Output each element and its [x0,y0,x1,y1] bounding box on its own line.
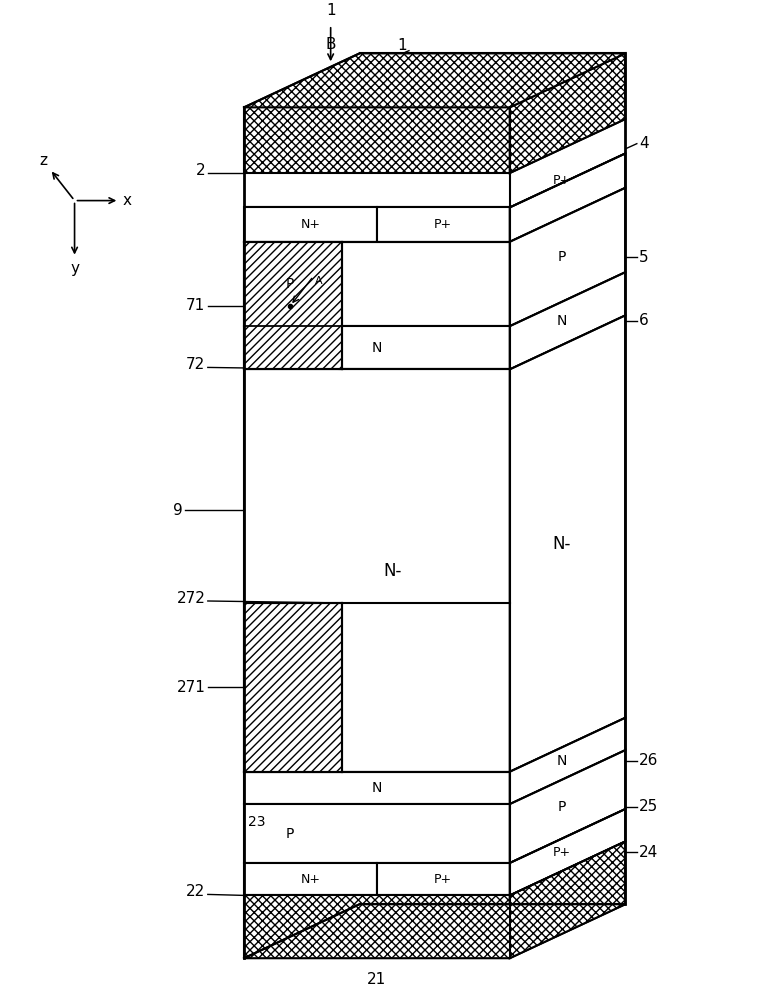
Bar [244,895,509,958]
Text: P: P [557,800,566,814]
Bar [244,208,377,242]
Bar [244,603,342,772]
Text: P: P [557,250,566,264]
Text: N: N [372,781,382,795]
Polygon shape [244,53,625,107]
Text: P: P [286,827,295,841]
Text: 72: 72 [186,357,206,372]
Polygon shape [509,809,625,895]
Text: N+: N+ [301,873,321,886]
Text: 25: 25 [639,799,659,814]
Text: P: P [286,277,295,291]
Text: 21: 21 [367,972,386,987]
Text: N: N [557,314,567,328]
Text: 26: 26 [639,753,659,768]
Text: A: A [315,276,322,286]
Text: B: B [325,37,336,52]
Text: 5: 5 [639,249,649,264]
Text: N-: N- [383,561,401,579]
Text: 71: 71 [186,298,206,313]
Polygon shape [509,842,625,958]
Text: P+: P+ [434,873,452,886]
Text: 4: 4 [639,137,649,151]
Text: 1: 1 [326,3,335,18]
Bar [244,242,342,369]
Text: P+: P+ [434,218,452,231]
Text: 6: 6 [639,313,649,329]
Bar [244,804,509,863]
Polygon shape [509,53,625,173]
Text: N-: N- [553,535,571,552]
Text: x: x [123,193,131,208]
Polygon shape [509,316,625,772]
Bar [377,863,509,895]
Polygon shape [509,272,625,369]
Text: P+: P+ [553,174,570,187]
Text: 22: 22 [186,884,206,899]
Bar [244,772,509,804]
Polygon shape [509,188,625,326]
Text: P+: P+ [553,845,570,858]
Text: 271: 271 [176,680,206,695]
Text: 24: 24 [639,844,659,859]
Bar [244,107,509,173]
Text: 23: 23 [248,815,265,829]
Text: 272: 272 [176,591,206,606]
Polygon shape [509,750,625,863]
Text: 1: 1 [397,38,407,53]
Text: N+: N+ [301,218,321,231]
Bar [244,863,377,895]
Text: 9: 9 [172,503,182,518]
Polygon shape [509,153,625,208]
Polygon shape [244,904,625,958]
Polygon shape [509,718,625,804]
Text: 2: 2 [196,162,206,177]
Bar [244,242,509,326]
Text: y: y [70,261,79,276]
Bar [377,208,509,242]
Text: N: N [372,341,382,354]
Bar [244,326,509,369]
Polygon shape [509,153,625,242]
Text: N: N [557,754,567,768]
Text: 3: 3 [248,262,257,276]
Text: z: z [39,153,47,168]
Bar [244,369,509,772]
